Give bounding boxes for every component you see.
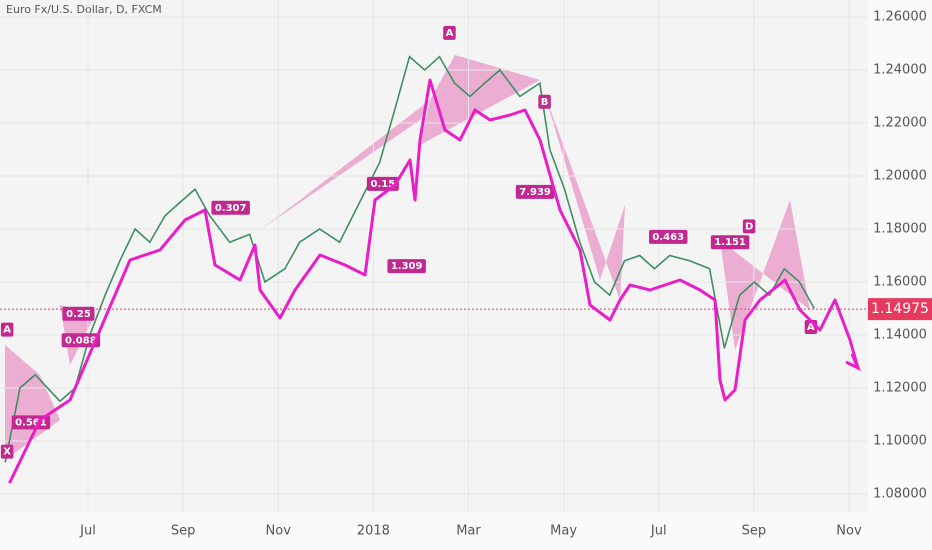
drawn-curve (8, 78, 860, 484)
y-tick-label: 1.08000 (873, 486, 927, 501)
y-tick-label: 1.16000 (873, 274, 927, 289)
annotation: 0.25 (66, 309, 91, 320)
annotation: 0.307 (215, 203, 247, 214)
annotation-box (443, 25, 456, 40)
annotation-box (61, 333, 101, 348)
x-tick-label: Mar (456, 524, 481, 539)
annotation-box (515, 184, 555, 199)
x-tick-label: Jul (650, 524, 667, 539)
y-tick-label: 1.24000 (873, 62, 927, 77)
annotation-box (538, 94, 551, 109)
y-tick-label: 1.14000 (873, 327, 927, 342)
annotation: 7.939 (519, 187, 551, 198)
annotation-box (0, 322, 14, 337)
annotation: D (745, 221, 753, 232)
x-tick-label: Jul (79, 524, 96, 539)
time-axis-panel (0, 512, 932, 550)
x-tick-label: Sep (171, 524, 196, 539)
pattern-shape (5, 345, 60, 460)
annotation: 0.088 (65, 335, 97, 346)
arrow-head (845, 353, 861, 372)
annotation-box (211, 200, 250, 215)
y-tick-label: 1.12000 (873, 380, 927, 395)
y-tick-label: 1.26000 (873, 9, 927, 24)
x-tick-label: Nov (836, 524, 862, 539)
annotation: 1.151 (714, 237, 746, 248)
annotation-box (62, 306, 95, 321)
price-line (4, 55, 815, 463)
x-tick-label: Sep (742, 524, 767, 539)
annotation-box (648, 229, 688, 244)
annotation: A (807, 322, 815, 333)
y-tick-label: 1.20000 (873, 168, 927, 183)
pattern-shape (720, 200, 810, 350)
annotation: 0.561 (15, 417, 47, 428)
annotation: 0.15 (371, 179, 396, 190)
annotation-box (710, 235, 750, 250)
x-tick-label: Nov (266, 524, 292, 539)
annotation-box (0, 444, 14, 459)
current-price-label: 1.14975 (871, 301, 929, 317)
annotation: A (446, 28, 454, 39)
annotation: X (3, 447, 11, 458)
y-tick-label: 1.10000 (873, 433, 927, 448)
current-price-box (868, 298, 932, 321)
annotation-box (387, 259, 426, 274)
y-tick-label: 1.22000 (873, 115, 927, 130)
annotation: B (541, 97, 549, 108)
x-tick-label: May (550, 524, 577, 539)
x-tick-label: 2018 (357, 524, 390, 539)
y-tick-label: 1.18000 (873, 221, 927, 236)
annotation-box (742, 219, 756, 234)
annotation: 0.463 (652, 232, 684, 243)
annotation: 1.309 (391, 261, 423, 272)
chart-title: Euro Fx/U.S. Dollar, D, FXCM (6, 3, 162, 16)
annotation: A (3, 325, 11, 336)
price-axis-panel (868, 0, 932, 550)
